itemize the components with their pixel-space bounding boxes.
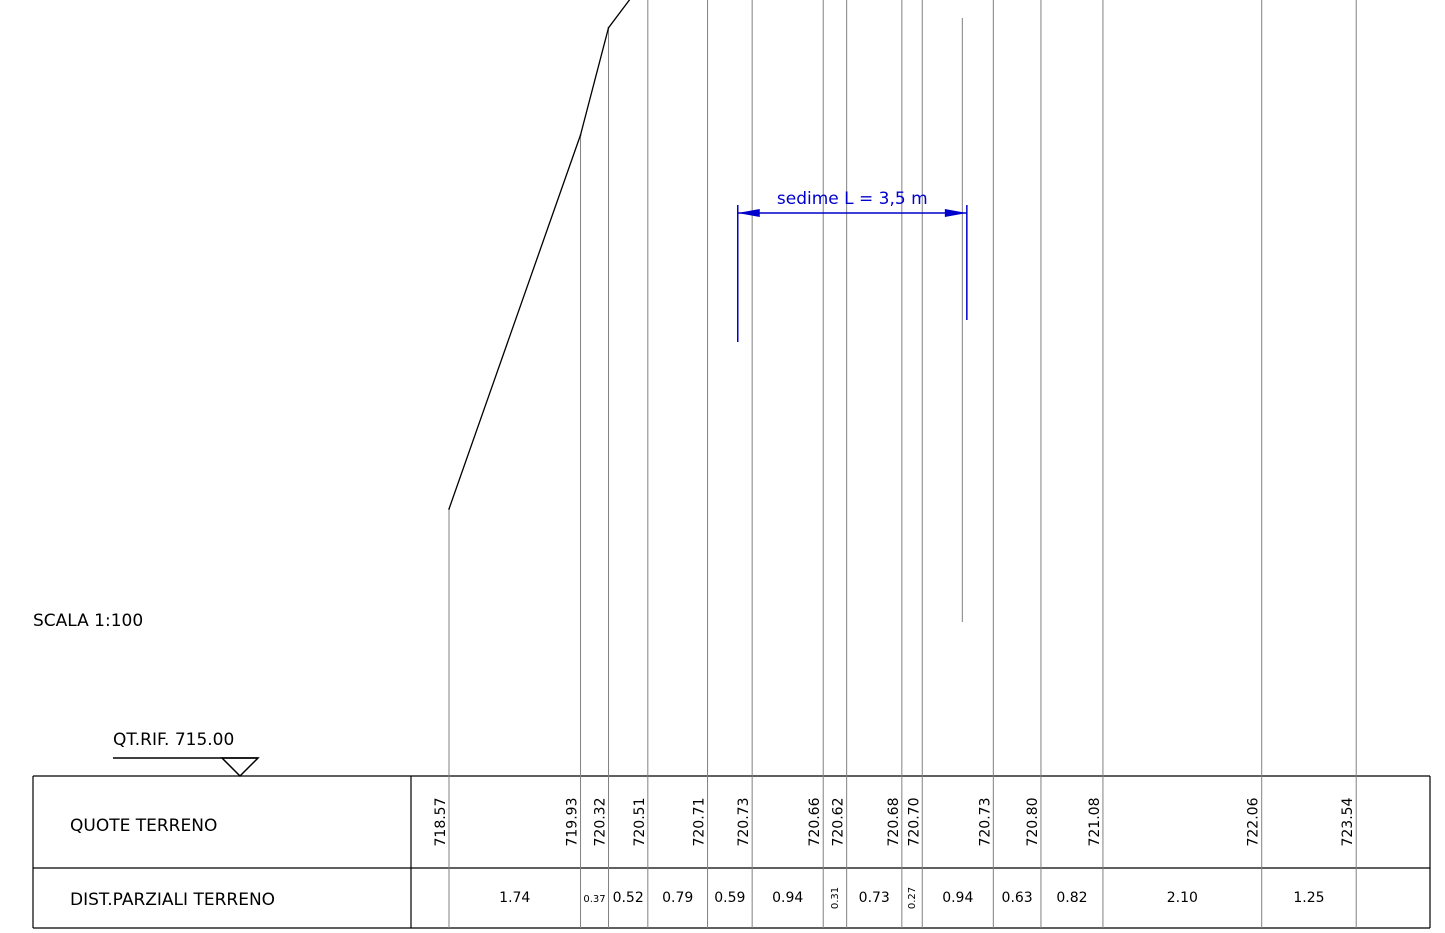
partial-distance-6: 0.31: [830, 887, 841, 909]
elevation-label-14: 723.54: [1340, 797, 1356, 846]
sedime-left-arrow: [737, 209, 760, 217]
sedime-dimension: sedime L = 3,5 m: [737, 189, 968, 342]
scale-label: SCALA 1:100: [33, 611, 143, 631]
partial-distance-11: 0.82: [1056, 890, 1087, 906]
sedime-label: sedime L = 3,5 m: [777, 189, 928, 209]
row-label-dist-parziali: DIST.PARZIALI TERRENO: [70, 890, 275, 910]
terrain-profile: [448, 0, 631, 510]
partial-distance-10: 0.63: [1002, 890, 1033, 906]
elevation-label-11: 720.80: [1025, 798, 1041, 847]
elevation-label-3: 720.51: [632, 798, 648, 847]
elevation-label-12: 721.08: [1087, 798, 1103, 847]
partial-distance-labels: 1.74 0.37 0.52 0.79 0.59 0.94 0.31 0.73 0.27 0.94…: [499, 887, 1324, 909]
elevation-label-10: 720.73: [977, 798, 993, 847]
sedime-right-arrow: [944, 209, 967, 217]
elevation-label-5: 720.73: [736, 798, 752, 847]
elevation-label-0: 718.57: [433, 798, 449, 847]
partial-distance-12: 2.10: [1167, 890, 1198, 906]
elevation-label-2: 720.32: [593, 798, 609, 847]
partial-distance-7: 0.73: [859, 890, 890, 906]
partial-distance-4: 0.59: [714, 890, 745, 906]
elevation-label-8: 720.68: [886, 798, 902, 847]
table-grid: [32, 775, 1431, 929]
station-leaders: [448, 0, 1357, 928]
partial-distance-1: 0.37: [583, 894, 605, 905]
partial-distance-0: 1.74: [499, 890, 530, 906]
elevation-label-1: 719.93: [565, 798, 581, 847]
partial-distance-5: 0.94: [772, 890, 803, 906]
elevation-label-4: 720.71: [692, 798, 708, 847]
profile-point-1: [579, 134, 582, 136]
partial-distance-13: 1.25: [1293, 890, 1324, 906]
profile-point-2: [607, 26, 610, 29]
elevation-label-6: 720.66: [807, 797, 823, 846]
partial-distance-9: 0.94: [942, 890, 973, 906]
elevation-labels: 718.57 719.93 720.32 720.51 720.71 720.73 720.…: [433, 797, 1356, 846]
elevation-label-7: 720.62: [831, 798, 847, 847]
partial-distance-2: 0.52: [613, 890, 644, 906]
profile-point-0: [448, 508, 450, 510]
partial-distance-3: 0.79: [662, 890, 693, 906]
elevation-label-13: 722.06: [1246, 797, 1262, 846]
terrain-profile-line: [448, 0, 631, 510]
reference-level-label: QT.RIF. 715.00: [113, 730, 234, 750]
row-label-quote-terreno: QUOTE TERRENO: [70, 816, 217, 836]
partial-distance-8: 0.27: [907, 887, 918, 909]
reference-level-triangle: [220, 757, 260, 778]
elevation-label-9: 720.70: [906, 798, 922, 847]
